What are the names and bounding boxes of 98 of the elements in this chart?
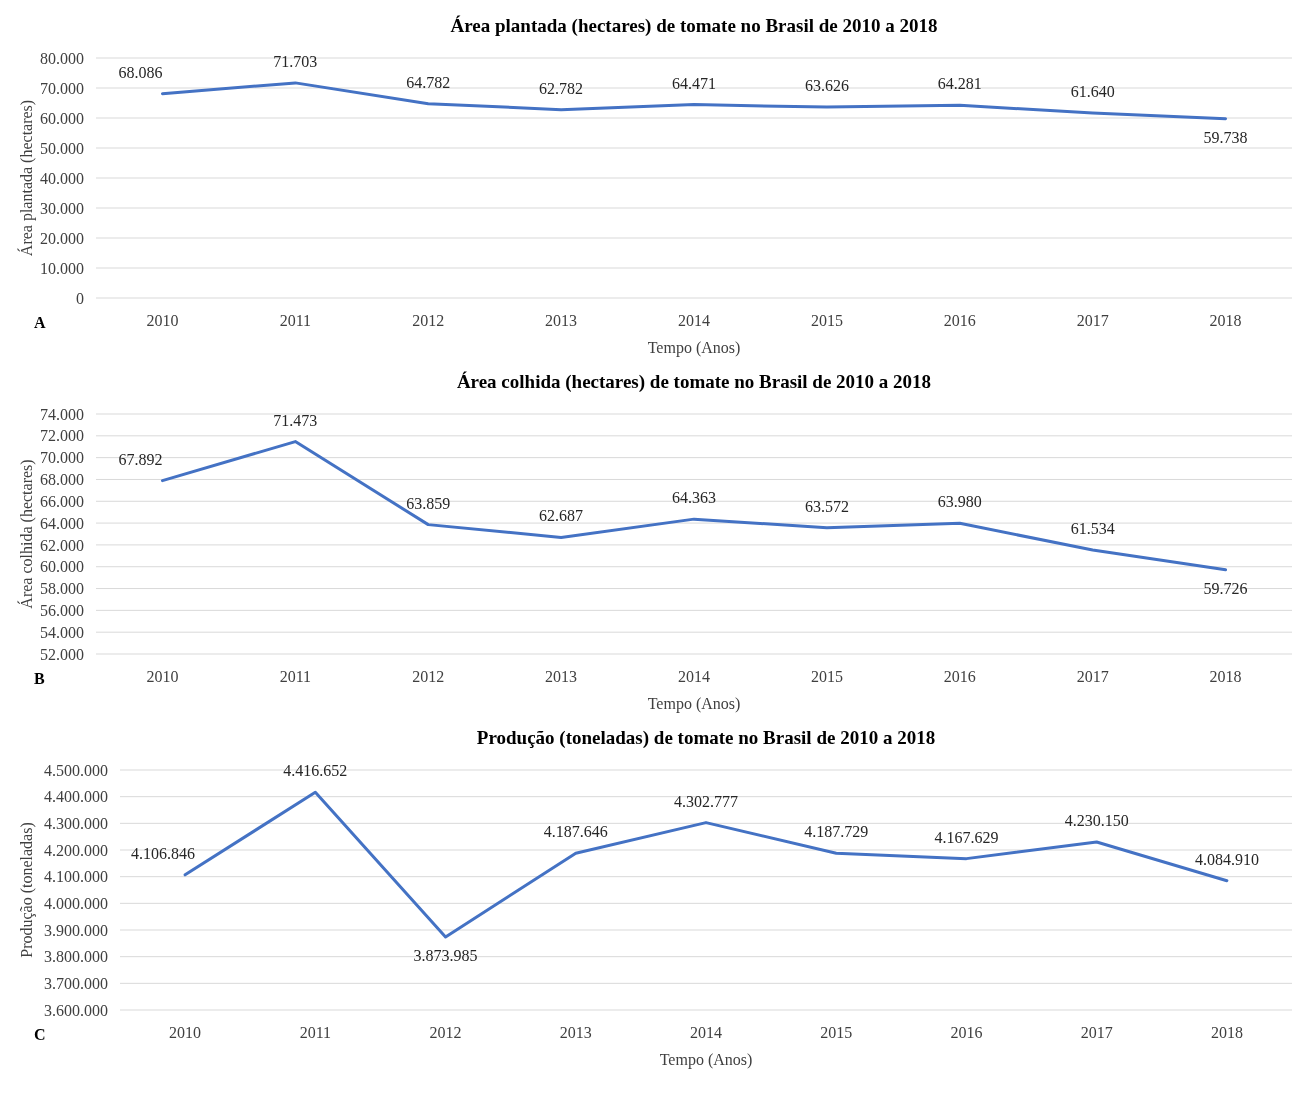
line-series — [160, 440, 1228, 572]
x-tick-label: 2017 — [1080, 1024, 1113, 1041]
y-tick-label: 30.000 — [40, 199, 84, 217]
text: 62.687 — [539, 507, 584, 525]
x-tick-label: 2011 — [279, 312, 312, 329]
y-tick-label: 3.800.000 — [44, 948, 108, 966]
y-tick-label: 0 — [76, 289, 84, 307]
y-tick-label: 70.000 — [40, 79, 84, 97]
text: A — [34, 314, 46, 331]
x-tick-label: 2010 — [146, 668, 179, 685]
text: 4.187.646 — [543, 823, 608, 841]
x-tick-label: 2014 — [678, 312, 710, 329]
y-axis-title: Área plantada (hectares) — [17, 99, 36, 257]
y-tick-label: 68.000 — [40, 471, 84, 489]
text: 63.626 — [804, 77, 849, 95]
y-axis-title: Produção (toneladas) — [18, 822, 36, 958]
x-axis-title: Tempo (Anos) — [647, 695, 741, 713]
text: 63.572 — [804, 497, 849, 515]
chart-title: Área colhida (hectares) de tomate no Brasil de 2010 a 2018 — [456, 371, 932, 393]
x-tick-label: 2016 — [943, 312, 976, 329]
x-tick-label: 2015 — [810, 312, 843, 329]
y-tick-label: 72.000 — [40, 427, 84, 445]
y-tick-label: 4.400.000 — [44, 788, 108, 806]
x-tick-label: 2016 — [950, 1024, 983, 1041]
text: 4.187.729 — [804, 823, 869, 841]
x-tick-label: 2018 — [1209, 312, 1242, 329]
chart-title: Área plantada (hectares) de tomate no Brasil de 2010 a 2018 — [450, 15, 938, 37]
chart-title: Produção (toneladas) de tomate no Brasil de 2010 a 2018 — [476, 727, 936, 749]
x-tick-label: 2011 — [279, 668, 312, 685]
y-tick-label: 60.000 — [40, 109, 84, 127]
text: 62.782 — [539, 79, 584, 97]
text: 63.859 — [406, 494, 451, 512]
text: 64.782 — [406, 73, 451, 91]
y-tick-label: 58.000 — [40, 580, 84, 598]
y-tick-label: 66.000 — [40, 492, 84, 510]
x-tick-label: 2012 — [412, 668, 445, 685]
text: 59.726 — [1203, 579, 1248, 597]
text: B — [34, 670, 45, 687]
x-tick-label: 2013 — [559, 1024, 592, 1041]
x-tick-label: 2016 — [943, 668, 976, 685]
x-tick-label: 2013 — [545, 312, 578, 329]
y-tick-label: 80.000 — [40, 49, 84, 67]
y-tick-label: 4.100.000 — [44, 868, 108, 886]
x-tick-label: 2015 — [820, 1024, 853, 1041]
x-tick-label: 2018 — [1209, 668, 1242, 685]
text: 3.873.985 — [413, 946, 478, 964]
x-tick-label: 2013 — [545, 668, 578, 685]
text: 67.892 — [118, 450, 163, 468]
text: 4.230.150 — [1064, 811, 1129, 829]
text: 61.534 — [1070, 519, 1115, 537]
text: 63.980 — [937, 493, 982, 511]
y-tick-label: 20.000 — [40, 229, 84, 247]
text: 71.473 — [273, 411, 318, 429]
text: 61.640 — [1070, 83, 1115, 101]
x-tick-label: 2010 — [169, 1024, 202, 1041]
y-tick-label: 3.900.000 — [44, 921, 108, 939]
x-axis-title: Tempo (Anos) — [659, 1051, 753, 1069]
x-tick-label: 2017 — [1076, 312, 1109, 329]
x-tick-label: 2012 — [429, 1024, 462, 1041]
text: 4.084.910 — [1194, 850, 1259, 868]
y-tick-label: 54.000 — [40, 623, 84, 641]
text: 4.106.846 — [131, 844, 196, 862]
x-tick-label: 2014 — [678, 668, 710, 685]
text: 71.703 — [273, 52, 318, 70]
y-tick-label: 60.000 — [40, 558, 84, 576]
text: 4.302.777 — [674, 792, 738, 810]
x-tick-label: 2010 — [146, 312, 179, 329]
y-tick-label: 4.200.000 — [44, 841, 108, 859]
y-tick-label: 62.000 — [40, 536, 84, 554]
text: C — [34, 1026, 46, 1043]
text: 64.363 — [672, 489, 716, 507]
y-tick-label: 40.000 — [40, 169, 84, 187]
x-tick-label: 2017 — [1076, 668, 1109, 685]
text: 64.281 — [937, 75, 982, 93]
y-tick-label: 4.300.000 — [44, 814, 108, 832]
y-axis-title: Área colhida (hectares) — [17, 459, 36, 609]
x-tick-label: 2012 — [412, 312, 445, 329]
y-tick-label: 64.000 — [40, 514, 84, 532]
text: 68.086 — [118, 63, 163, 81]
x-tick-label: 2011 — [299, 1024, 332, 1041]
y-tick-label: 4.500.000 — [44, 761, 108, 779]
x-tick-label: 2015 — [810, 668, 843, 685]
y-tick-label: 70.000 — [40, 449, 84, 467]
text: 59.738 — [1203, 128, 1248, 146]
y-tick-label: 10.000 — [40, 259, 84, 277]
y-tick-label: 52.000 — [40, 645, 84, 663]
x-axis-title: Tempo (Anos) — [647, 339, 741, 357]
y-tick-label: 56.000 — [40, 601, 84, 619]
x-tick-label: 2018 — [1210, 1024, 1243, 1041]
y-tick-label: 50.000 — [40, 139, 84, 157]
text: 4.416.652 — [283, 762, 348, 780]
text: 4.167.629 — [934, 828, 999, 846]
x-tick-label: 2014 — [690, 1024, 722, 1041]
y-tick-label: 3.700.000 — [44, 974, 108, 992]
y-tick-label: 74.000 — [40, 405, 84, 423]
y-tick-label: 3.600.000 — [44, 1001, 108, 1019]
text: 64.471 — [672, 74, 716, 92]
y-tick-label: 4.000.000 — [44, 894, 108, 912]
